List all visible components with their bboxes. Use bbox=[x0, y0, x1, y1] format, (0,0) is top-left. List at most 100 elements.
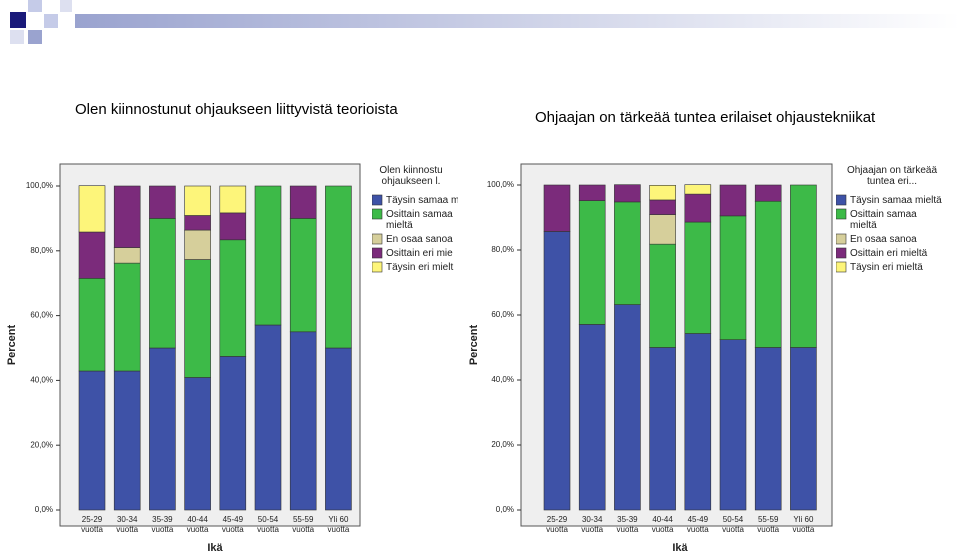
bar-segment bbox=[219, 212, 247, 241]
bar-segment bbox=[684, 221, 712, 334]
decoration bbox=[10, 0, 960, 44]
bar-segment bbox=[790, 347, 817, 511]
legend-label: Osittain samaa mieltä bbox=[386, 209, 453, 231]
y-tick-label: 80,0% bbox=[491, 245, 514, 254]
bar-segment bbox=[113, 185, 141, 248]
chart-title: Ohjaajan on tärkeää tuntea erilaiset ohj… bbox=[535, 109, 876, 126]
bar-segment bbox=[254, 185, 282, 326]
bar-segment bbox=[78, 370, 106, 511]
legend-title: Olen kiinnostu ohjaukseen l. bbox=[379, 165, 442, 187]
bar-segment bbox=[254, 324, 282, 511]
bar-segment bbox=[78, 231, 106, 279]
bar-segment bbox=[614, 304, 641, 511]
bar-segment bbox=[719, 184, 747, 217]
bar-segment bbox=[325, 185, 352, 349]
bar-segment bbox=[543, 184, 571, 232]
legend-swatch bbox=[836, 194, 847, 206]
x-tick-label: Yli 60 vuotta bbox=[328, 515, 350, 534]
legend-swatch bbox=[372, 247, 383, 259]
legend-label: En osaa sanoa bbox=[386, 234, 453, 245]
bar-segment bbox=[219, 239, 247, 357]
y-axis-label: Percent bbox=[6, 324, 18, 365]
legend-swatch bbox=[836, 233, 847, 245]
bar-segment bbox=[149, 347, 176, 511]
bar-segment bbox=[289, 218, 317, 333]
legend-label: Täysin eri mieltä bbox=[850, 262, 923, 273]
x-tick-label: 30-34 vuotta bbox=[116, 515, 138, 534]
bar-segment bbox=[684, 193, 712, 223]
y-tick-label: 60,0% bbox=[491, 310, 514, 319]
bar-segment bbox=[78, 278, 106, 372]
bar-segment bbox=[649, 214, 676, 245]
legend-body: Olen kiinnostu ohjaukseen l. Täysin samaa … bbox=[372, 165, 459, 273]
x-tick-label: 40-44 vuotta bbox=[652, 515, 674, 534]
x-tick-label: 35-39 vuotta bbox=[152, 515, 174, 534]
chart: Olen kiinnostunut ohjaukseen liittyvistä… bbox=[6, 101, 459, 554]
bar-segment bbox=[149, 218, 176, 349]
x-tick-label: Yli 60 vuotta bbox=[793, 515, 815, 534]
bar-segment bbox=[184, 185, 211, 216]
legend-label: Täysin samaa m bbox=[386, 195, 459, 206]
bar-segment bbox=[614, 184, 641, 203]
chart: Ohjaajan on tärkeää tuntea erilaiset ohj… bbox=[468, 109, 942, 554]
legend: Ohjaajan on tärkeää tuntea eri... Täysin s… bbox=[836, 165, 942, 273]
x-tick-label: 45-49 vuotta bbox=[687, 515, 709, 534]
bar-segment bbox=[684, 184, 712, 195]
bar-segment bbox=[543, 231, 571, 511]
bar-segment bbox=[578, 324, 606, 511]
y-tick-label: 40,0% bbox=[30, 376, 53, 385]
bar-segment bbox=[649, 185, 676, 201]
bar-segment bbox=[78, 185, 106, 233]
x-tick-label: 25-29 vuotta bbox=[546, 515, 568, 534]
x-tick-label: 55-59 vuotta bbox=[292, 515, 314, 534]
y-tick-label: 60,0% bbox=[30, 311, 53, 320]
bar-segment bbox=[184, 229, 211, 260]
y-tick-label: 0,0% bbox=[35, 505, 53, 514]
bar-segment bbox=[219, 185, 247, 214]
bar-segment bbox=[219, 356, 247, 511]
legend-title: Ohjaajan on tärkeää tuntea eri... bbox=[847, 165, 938, 187]
legend-body: Ohjaajan on tärkeää tuntea eri... Täysin s… bbox=[836, 165, 942, 273]
legend-swatch bbox=[372, 233, 383, 245]
chart-title: Olen kiinnostunut ohjaukseen liittyvistä… bbox=[75, 101, 398, 118]
legend-swatch bbox=[372, 261, 383, 273]
bar-segment bbox=[325, 347, 352, 511]
bar-segment bbox=[649, 243, 676, 348]
legend-swatch bbox=[836, 261, 847, 273]
bar-segment bbox=[614, 201, 641, 305]
bar-segment bbox=[790, 184, 817, 348]
x-tick-label: 35-39 vuotta bbox=[617, 515, 639, 534]
bar-segment bbox=[289, 185, 317, 219]
bar-segment bbox=[754, 347, 782, 511]
y-tick-label: 100,0% bbox=[487, 180, 514, 189]
y-tick-label: 20,0% bbox=[30, 440, 53, 449]
bar-segment bbox=[649, 347, 676, 511]
y-tick-label: 20,0% bbox=[491, 440, 514, 449]
bar-segment bbox=[649, 199, 676, 215]
x-tick-label: 55-59 vuotta bbox=[757, 515, 779, 534]
legend-swatch bbox=[372, 208, 383, 220]
bar-segment bbox=[684, 333, 712, 511]
x-axis-label: Ikä bbox=[672, 542, 688, 554]
legend-swatch bbox=[836, 208, 847, 220]
legend: Olen kiinnostu ohjaukseen l. Täysin samaa … bbox=[372, 165, 459, 273]
legend-label: Osittain samaa mieltä bbox=[850, 209, 917, 231]
bar-segment bbox=[113, 262, 141, 372]
x-tick-label: 40-44 vuotta bbox=[187, 515, 209, 534]
x-tick-label: 30-34 vuotta bbox=[581, 515, 603, 534]
bar-segment bbox=[113, 247, 141, 264]
legend-label: Täysin eri mielt bbox=[386, 262, 453, 273]
x-tick-label: 25-29 vuotta bbox=[81, 515, 103, 534]
legend-swatch bbox=[836, 247, 847, 259]
bar-segment bbox=[578, 184, 606, 201]
y-tick-label: 80,0% bbox=[30, 246, 53, 255]
y-tick-label: 40,0% bbox=[491, 375, 514, 384]
x-tick-label: 50-54 vuotta bbox=[722, 515, 744, 534]
x-tick-label: 50-54 vuotta bbox=[257, 515, 279, 534]
bar-segment bbox=[149, 185, 176, 219]
legend-label: Osittain eri mieltä bbox=[850, 248, 928, 259]
bar-segment bbox=[719, 339, 747, 511]
bar-segment bbox=[719, 215, 747, 340]
bar-segment bbox=[578, 200, 606, 325]
